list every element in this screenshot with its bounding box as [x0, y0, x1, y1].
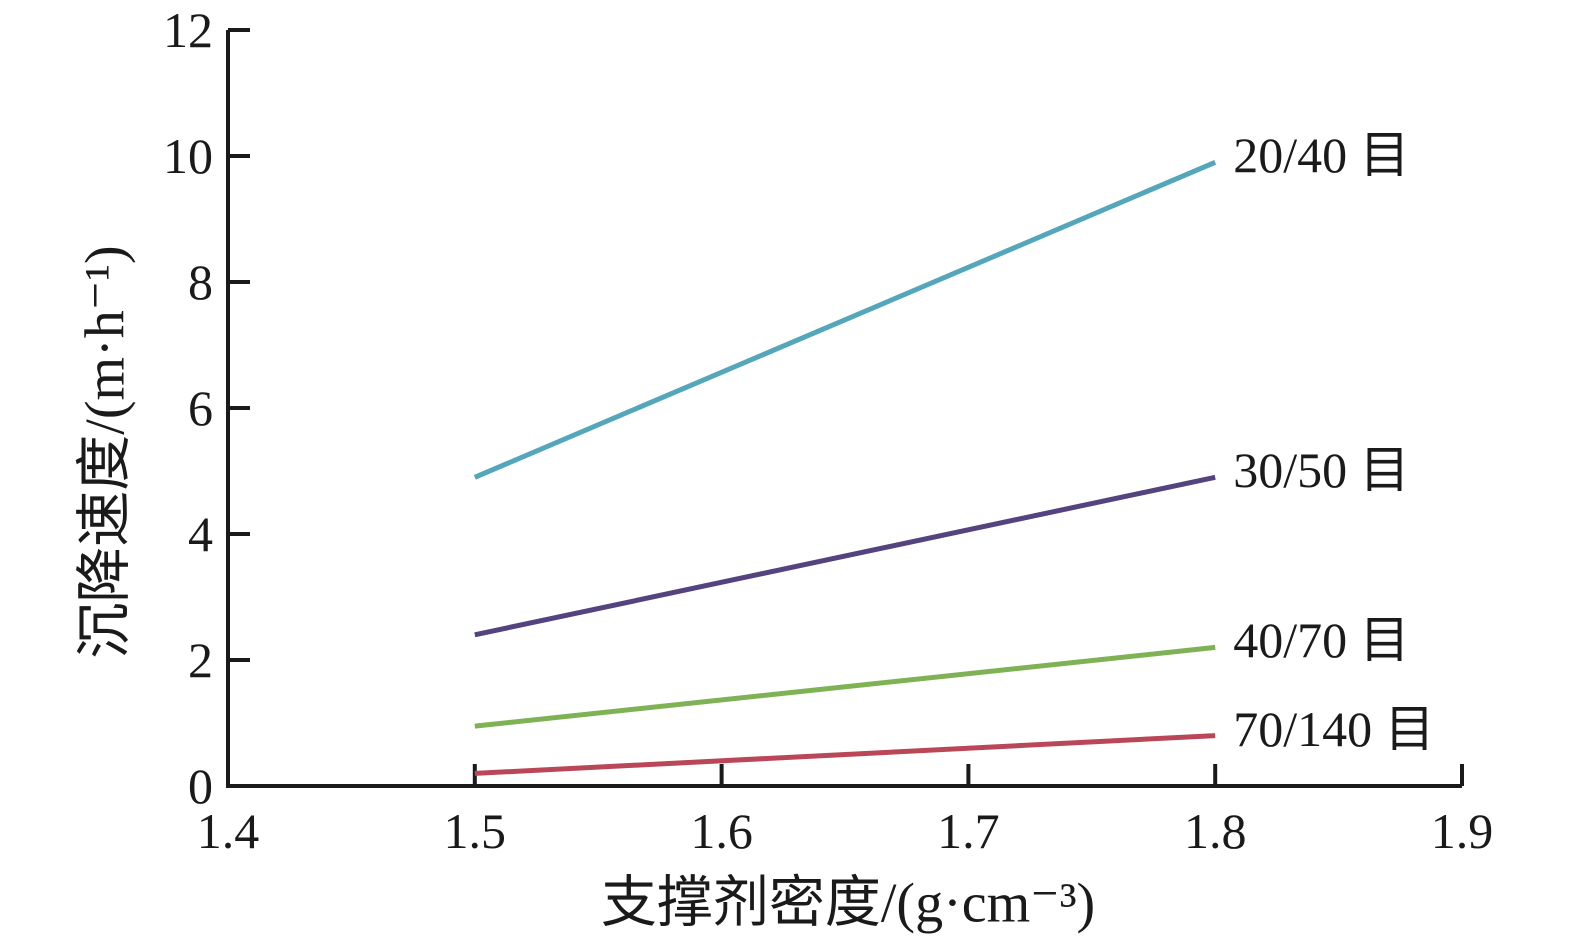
- x-tick-label: 1.6: [690, 803, 753, 859]
- x-axis-title: 支撑剂密度/(g·cm⁻³): [600, 872, 1096, 935]
- x-tick-label: 1.8: [1183, 803, 1247, 859]
- y-tick-label: 0: [188, 758, 213, 814]
- y-tick-label: 10: [163, 128, 213, 184]
- x-tick-label: 1.7: [937, 803, 1000, 859]
- x-tick-label: 1.9: [1430, 803, 1494, 859]
- series-line: [474, 644, 1216, 729]
- y-tick-label: 8: [188, 254, 213, 310]
- x-tick-label: 1.5: [443, 803, 507, 859]
- series-line: [474, 733, 1216, 776]
- series-label: 30/50 目: [1233, 442, 1410, 499]
- y-tick-label: 4: [188, 506, 213, 562]
- series-line: [473, 159, 1217, 480]
- y-tick-label: 6: [188, 380, 213, 436]
- series-label: 20/40 目: [1233, 127, 1410, 184]
- series-label: 40/70 目: [1233, 612, 1410, 669]
- x-tick-label: 1.4: [196, 803, 260, 859]
- y-axis-title: 沉降速度/(m·h⁻¹): [74, 245, 137, 659]
- y-tick-label: 2: [188, 632, 213, 688]
- series-label: 70/140 目: [1233, 700, 1435, 757]
- y-tick-label: 12: [163, 2, 213, 58]
- series-line: [474, 474, 1216, 638]
